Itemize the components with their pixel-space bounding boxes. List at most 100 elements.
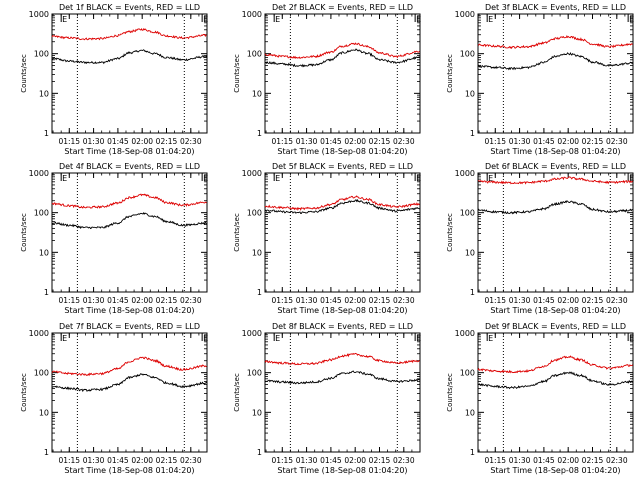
plot-frame xyxy=(477,332,634,453)
event-marker-label: E xyxy=(488,15,493,24)
events-series-line xyxy=(477,200,633,215)
panel-title: Det 6f BLACK = Events, RED = LLD xyxy=(485,162,626,171)
y-tick-label: 1 xyxy=(44,288,49,297)
event-marker-label: E xyxy=(416,334,421,343)
x-tick-label: 02:15 xyxy=(582,456,604,465)
detector-panel: Det 6f BLACK = Events, RED = LLD 1 10 100 10… xyxy=(446,162,634,315)
x-tick-label: 02:00 xyxy=(131,296,153,305)
event-marker-label: E xyxy=(275,334,280,343)
x-axis-label: Start Time (18-Sep-08 01:04:20) xyxy=(277,147,407,156)
x-tick-label: 02:30 xyxy=(180,137,202,146)
x-tick-label: 02:00 xyxy=(131,137,153,146)
x-tick-label: 01:30 xyxy=(296,137,318,146)
events-series-line xyxy=(477,371,634,390)
x-tick-label: 02:15 xyxy=(582,296,604,305)
x-axis-label: Start Time (18-Sep-08 01:04:20) xyxy=(277,306,407,315)
x-tick-label: 01:45 xyxy=(107,456,129,465)
y-axis-label: Counts/sec xyxy=(20,213,28,252)
y-tick-label: 1 xyxy=(44,129,49,138)
x-tick-label: 01:45 xyxy=(107,137,129,146)
x-tick-label: 02:15 xyxy=(369,137,391,146)
y-tick-label: 1000 xyxy=(29,10,49,19)
x-tick-label: 01:30 xyxy=(509,296,531,305)
y-tick-label: 100 xyxy=(34,209,49,218)
y-tick-label: 100 xyxy=(247,50,262,59)
x-axis-label: Start Time (18-Sep-08 01:04:20) xyxy=(490,147,620,156)
detector-panel: Det 5f BLACK = Events, RED = LLD 1 10 100 10… xyxy=(233,162,421,315)
panel-title: Det 4f BLACK = Events, RED = LLD xyxy=(59,162,200,171)
x-tick-label: 01:15 xyxy=(484,137,506,146)
y-axis-label: Counts/sec xyxy=(233,373,241,412)
panel-title: Det 5f BLACK = Events, RED = LLD xyxy=(272,162,413,171)
event-marker-label: E xyxy=(62,15,67,24)
x-tick-label: 01:30 xyxy=(83,296,105,305)
y-tick-label: 100 xyxy=(34,50,49,59)
y-tick-label: 1 xyxy=(470,448,475,457)
lld-series-line xyxy=(264,352,420,366)
x-axis-label: Start Time (18-Sep-08 01:04:20) xyxy=(277,466,407,475)
x-tick-label: 01:45 xyxy=(533,456,555,465)
x-tick-label: 02:15 xyxy=(156,137,178,146)
y-tick-label: 10 xyxy=(39,248,49,257)
panel-title: Det 9f BLACK = Events, RED = LLD xyxy=(485,322,626,331)
panel-title: Det 3f BLACK = Events, RED = LLD xyxy=(485,3,626,12)
x-tick-label: 02:30 xyxy=(180,456,202,465)
x-tick-label: 01:45 xyxy=(320,296,342,305)
lld-series-line xyxy=(51,193,207,209)
y-tick-label: 10 xyxy=(39,408,49,417)
x-tick-label: 02:30 xyxy=(606,137,628,146)
panel-title: Det 8f BLACK = Events, RED = LLD xyxy=(272,322,413,331)
lld-series-line xyxy=(477,34,633,50)
plot-frame xyxy=(264,332,421,453)
events-series-line xyxy=(477,51,633,71)
x-tick-label: 02:00 xyxy=(557,456,579,465)
x-tick-label: 01:30 xyxy=(296,456,318,465)
x-tick-label: 01:30 xyxy=(296,296,318,305)
event-marker-label: E xyxy=(488,334,493,343)
event-marker-label: E xyxy=(203,334,208,343)
y-tick-label: 100 xyxy=(460,369,475,378)
panel-title: Det 7f BLACK = Events, RED = LLD xyxy=(59,322,200,331)
event-marker-label: E xyxy=(203,174,208,183)
event-marker-label: E xyxy=(488,174,493,183)
y-axis-label: Counts/sec xyxy=(20,54,28,93)
x-tick-label: 01:30 xyxy=(83,456,105,465)
y-tick-label: 10 xyxy=(39,89,49,98)
x-tick-label: 01:30 xyxy=(509,137,531,146)
x-tick-label: 01:15 xyxy=(58,296,80,305)
panel-title: Det 2f BLACK = Events, RED = LLD xyxy=(272,3,413,12)
x-axis-label: Start Time (18-Sep-08 01:04:20) xyxy=(490,466,620,475)
x-tick-label: 01:15 xyxy=(484,456,506,465)
events-series-line xyxy=(51,49,208,65)
x-tick-label: 02:15 xyxy=(369,296,391,305)
events-series-line xyxy=(264,198,420,214)
plot-frame xyxy=(477,172,634,293)
x-tick-label: 01:45 xyxy=(320,137,342,146)
event-marker-label: E xyxy=(275,174,280,183)
x-tick-label: 01:45 xyxy=(533,296,555,305)
lld-series-line xyxy=(477,355,634,374)
x-tick-label: 01:15 xyxy=(271,456,293,465)
y-tick-label: 1 xyxy=(257,448,262,457)
plot-frame xyxy=(51,172,208,293)
x-tick-label: 02:00 xyxy=(344,456,366,465)
y-tick-label: 1000 xyxy=(455,169,475,178)
y-tick-label: 100 xyxy=(247,369,262,378)
x-tick-label: 02:30 xyxy=(393,296,415,305)
x-tick-label: 01:15 xyxy=(271,296,293,305)
y-tick-label: 1000 xyxy=(29,329,49,338)
panel-title: Det 1f BLACK = Events, RED = LLD xyxy=(59,3,200,12)
event-marker-label: E xyxy=(203,15,208,24)
y-tick-label: 100 xyxy=(247,209,262,218)
y-axis-label: Counts/sec xyxy=(233,54,241,93)
y-tick-label: 100 xyxy=(34,369,49,378)
event-marker-label: E xyxy=(629,334,634,343)
lld-series-line xyxy=(51,356,207,377)
detector-panel: Det 7f BLACK = Events, RED = LLD 1 10 100 10… xyxy=(20,322,208,475)
y-tick-label: 1000 xyxy=(29,169,49,178)
plot-frame xyxy=(51,13,208,134)
x-axis-label: Start Time (18-Sep-08 01:04:20) xyxy=(490,306,620,315)
events-series-line xyxy=(264,370,420,385)
y-axis-label: Counts/sec xyxy=(446,373,454,412)
